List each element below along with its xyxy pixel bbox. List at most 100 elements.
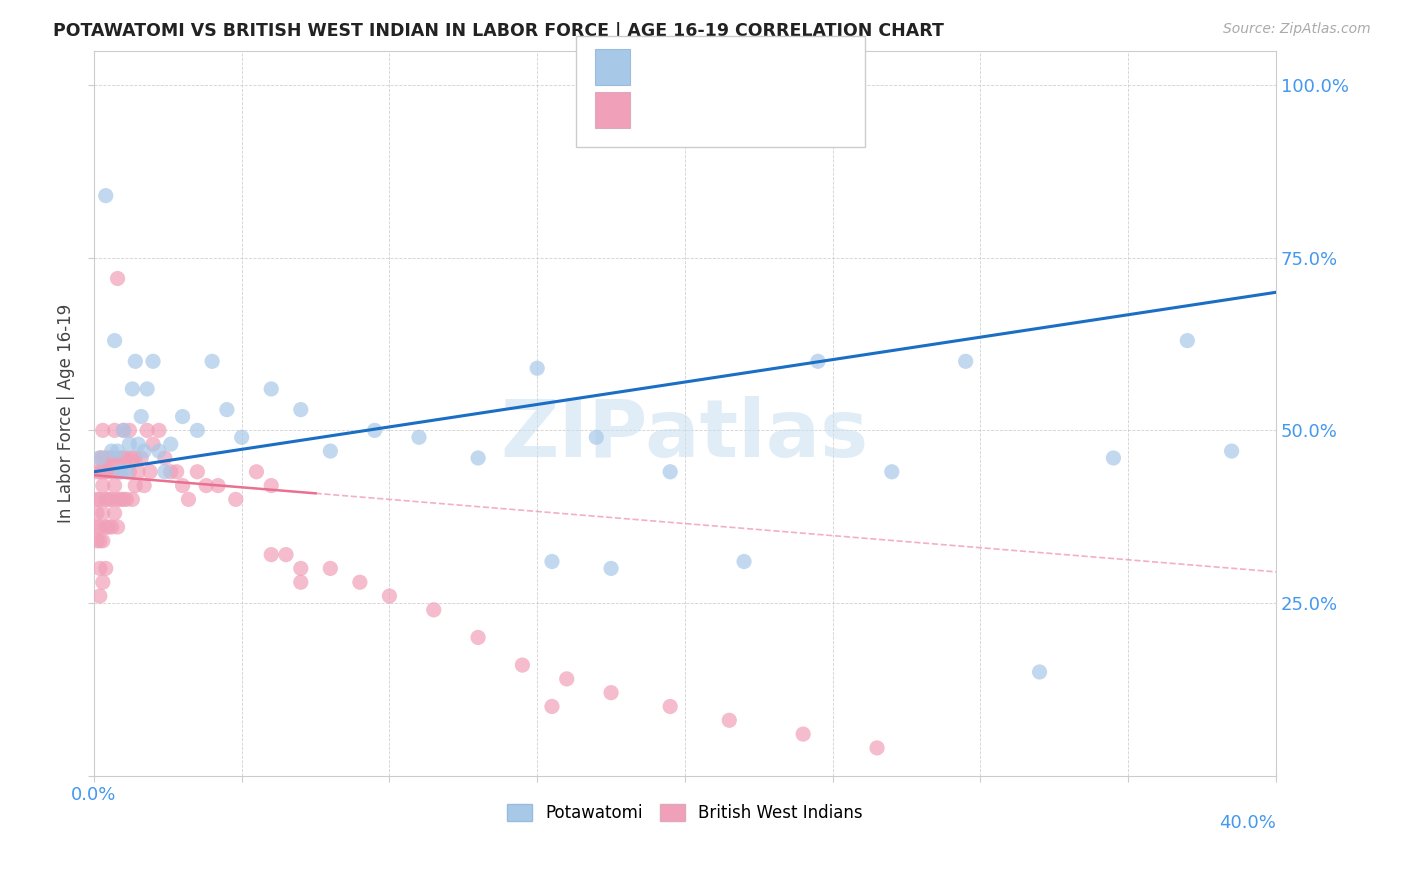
Point xyxy=(107,465,129,479)
Point xyxy=(526,361,548,376)
Point xyxy=(129,450,152,465)
Point xyxy=(260,478,283,492)
Point xyxy=(127,437,149,451)
Point xyxy=(112,423,135,437)
Point xyxy=(104,334,127,348)
Point xyxy=(94,188,117,202)
Point xyxy=(148,423,170,437)
Text: -0.079: -0.079 xyxy=(668,101,721,119)
Text: N = 88: N = 88 xyxy=(738,101,796,119)
Point xyxy=(134,478,156,492)
Point xyxy=(100,450,122,465)
Text: 0.301: 0.301 xyxy=(668,58,721,76)
Point xyxy=(807,354,830,368)
Point xyxy=(104,478,127,492)
Point xyxy=(127,465,149,479)
Point xyxy=(110,465,132,479)
Point xyxy=(129,409,152,424)
Point xyxy=(659,699,682,714)
Point xyxy=(107,492,129,507)
Point xyxy=(134,444,156,458)
Point xyxy=(866,740,889,755)
Point xyxy=(207,478,229,492)
Point xyxy=(201,354,224,368)
Point xyxy=(1175,334,1198,348)
Point xyxy=(136,423,159,437)
Point xyxy=(880,465,903,479)
Point xyxy=(1102,450,1125,465)
Point xyxy=(91,533,114,548)
Point xyxy=(136,382,159,396)
Point xyxy=(274,548,297,562)
Point xyxy=(107,271,129,285)
Point xyxy=(89,450,111,465)
Point xyxy=(423,603,446,617)
Point xyxy=(94,520,117,534)
Point xyxy=(159,437,181,451)
Point xyxy=(408,430,430,444)
Point xyxy=(110,465,132,479)
Point xyxy=(585,430,607,444)
Point xyxy=(112,423,135,437)
Point xyxy=(215,402,238,417)
Point xyxy=(659,465,682,479)
Point xyxy=(363,423,385,437)
Point xyxy=(260,382,283,396)
Point xyxy=(121,450,143,465)
Point xyxy=(467,450,489,465)
Point xyxy=(97,450,120,465)
Point xyxy=(86,533,108,548)
Point xyxy=(124,478,146,492)
Point xyxy=(115,450,138,465)
Point xyxy=(319,444,342,458)
Point xyxy=(153,465,176,479)
Point xyxy=(195,478,218,492)
Point xyxy=(600,686,623,700)
Point xyxy=(378,589,401,603)
Y-axis label: In Labor Force | Age 16-19: In Labor Force | Age 16-19 xyxy=(58,303,75,523)
Point xyxy=(89,561,111,575)
Point xyxy=(94,492,117,507)
Point xyxy=(91,423,114,437)
Point xyxy=(467,631,489,645)
Point xyxy=(186,423,208,437)
Point xyxy=(121,492,143,507)
Point xyxy=(1220,444,1243,458)
Point xyxy=(245,465,267,479)
Point xyxy=(104,506,127,520)
Point xyxy=(89,589,111,603)
Text: POTAWATOMI VS BRITISH WEST INDIAN IN LABOR FORCE | AGE 16-19 CORRELATION CHART: POTAWATOMI VS BRITISH WEST INDIAN IN LAB… xyxy=(53,22,945,40)
Point xyxy=(718,713,741,727)
Point xyxy=(290,575,312,590)
Point xyxy=(107,444,129,458)
Point xyxy=(541,554,564,568)
Point xyxy=(600,561,623,575)
Point xyxy=(115,492,138,507)
Point xyxy=(97,520,120,534)
Point xyxy=(100,492,122,507)
Point xyxy=(121,382,143,396)
Point xyxy=(177,492,200,507)
Text: R =: R = xyxy=(637,101,673,119)
Point xyxy=(104,423,127,437)
Point xyxy=(91,575,114,590)
Point xyxy=(100,465,122,479)
Point xyxy=(153,450,176,465)
Point xyxy=(172,409,194,424)
Point xyxy=(89,492,111,507)
Point xyxy=(118,423,141,437)
Point xyxy=(91,478,114,492)
Point xyxy=(172,478,194,492)
Point xyxy=(512,658,534,673)
Point xyxy=(94,561,117,575)
Point xyxy=(290,561,312,575)
Point xyxy=(91,450,114,465)
Point xyxy=(118,465,141,479)
Point xyxy=(104,450,127,465)
Point xyxy=(1028,665,1050,679)
Point xyxy=(792,727,814,741)
Text: N = 43: N = 43 xyxy=(738,58,796,76)
Point xyxy=(231,430,253,444)
Point xyxy=(349,575,371,590)
Point xyxy=(159,465,181,479)
